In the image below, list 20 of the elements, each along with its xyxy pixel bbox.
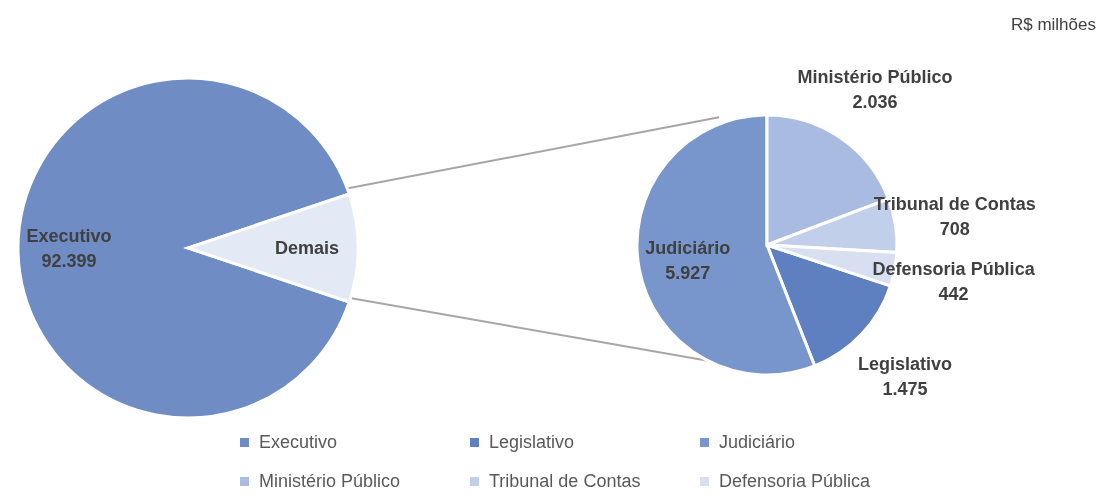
- legend-label: Legislativo: [489, 432, 575, 453]
- data-label: 442: [938, 283, 969, 304]
- data-label: 92.399: [41, 251, 97, 271]
- slice-label: Judiciário: [645, 238, 731, 259]
- slice-label: Defensoria Pública: [872, 258, 1036, 279]
- legend-label: Ministério Público: [259, 471, 401, 492]
- legend-label: Defensoria Pública: [719, 471, 871, 492]
- data-label: 1.475: [882, 378, 928, 399]
- slice-label: Tribunal de Contas: [873, 194, 1036, 215]
- data-label: 708: [939, 219, 970, 240]
- data-label: 5.927: [665, 263, 711, 284]
- slice-label: Demais: [274, 238, 340, 258]
- legend-label: Tribunal de Contas: [489, 471, 641, 492]
- slice-label: Executivo: [26, 226, 112, 246]
- legend-label: Judiciário: [719, 432, 796, 453]
- legend-label: Executivo: [259, 432, 338, 453]
- data-label: 2.036: [852, 91, 898, 112]
- slice-label: Legislativo: [858, 353, 953, 374]
- text: R$ milhões: [1010, 15, 1096, 34]
- slice-label: Ministério Público: [797, 66, 953, 87]
